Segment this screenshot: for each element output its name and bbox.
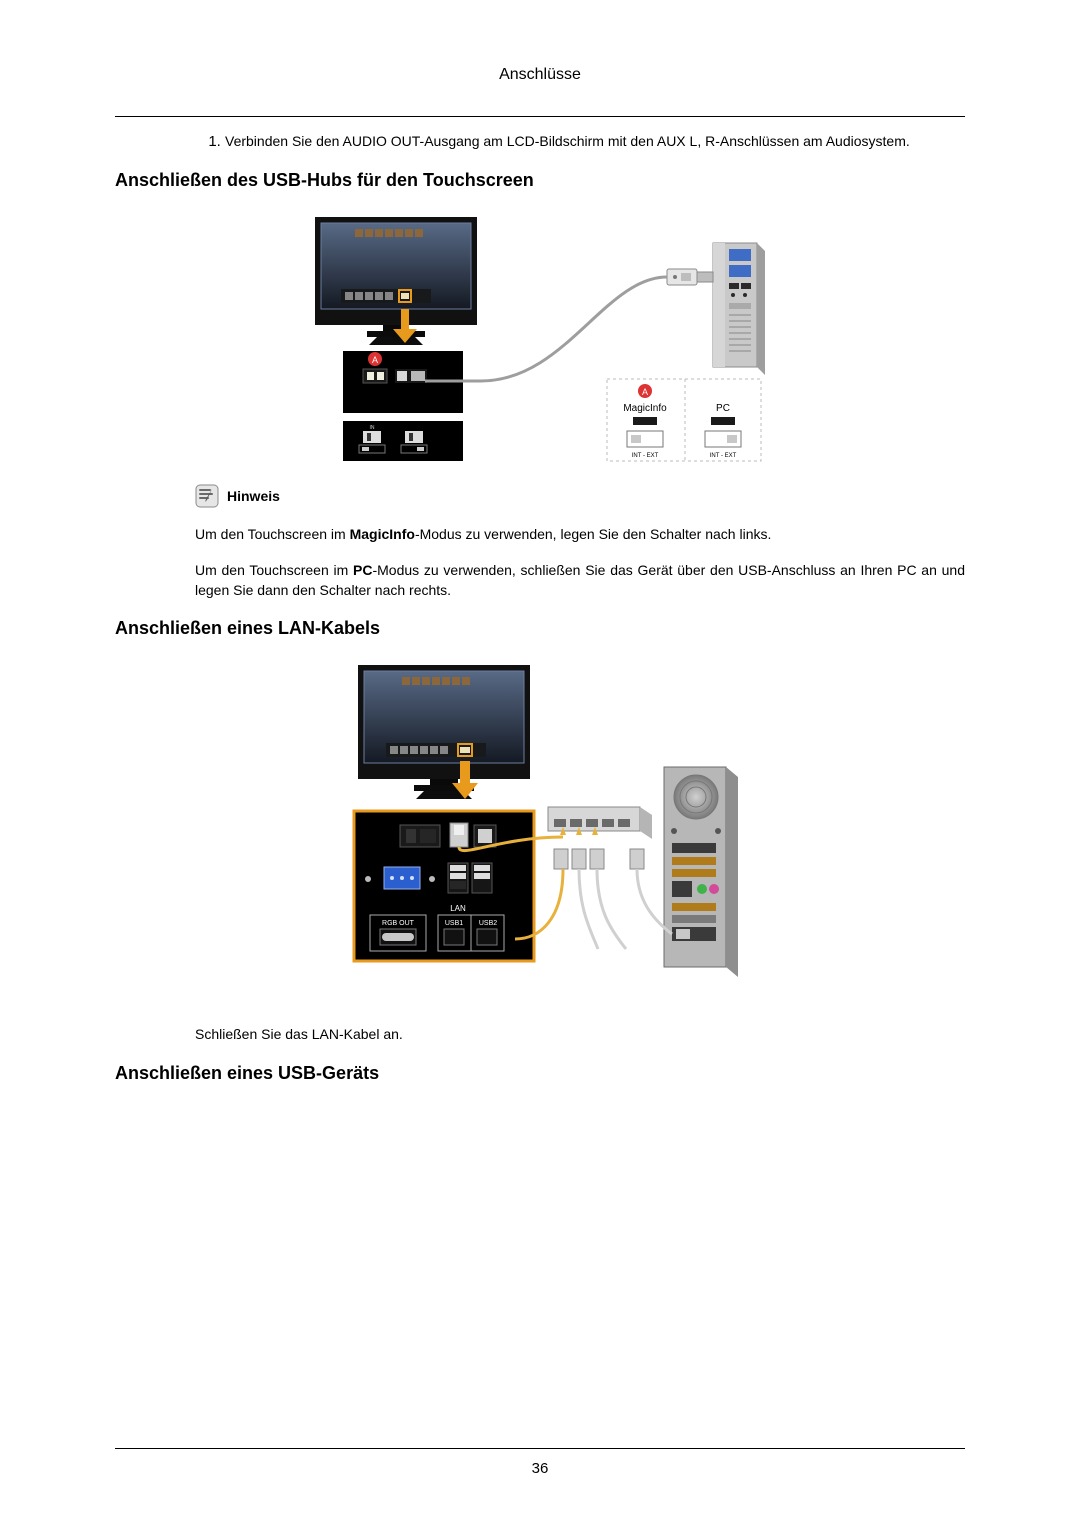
svg-text:PC: PC [716, 403, 730, 414]
diagram-usb-hub: A IN [305, 211, 775, 467]
note-row: Hinweis [195, 484, 965, 508]
port-panel-icon: LAN USB1 USB2 RGB OUT [354, 811, 534, 961]
diagram-lan: LAN USB1 USB2 RGB OUT [340, 659, 740, 1009]
switch-detail-icon: IN [343, 421, 463, 461]
rj45-plugs-icon [554, 849, 644, 869]
paragraph: Um den Touchscreen im PC-Modus zu verwen… [195, 560, 965, 601]
network-switch-icon [548, 807, 652, 839]
section-heading: Anschließen eines USB-Geräts [115, 1063, 965, 1084]
pc-back-icon [664, 767, 738, 977]
svg-text:A: A [642, 387, 648, 397]
note-icon [195, 484, 219, 508]
svg-text:MagicInfo: MagicInfo [623, 403, 667, 414]
svg-text:IN: IN [370, 425, 375, 431]
page: Anschlüsse Verbinden Sie den AUDIO OUT-A… [0, 0, 1080, 1527]
section-heading: Anschließen des USB-Hubs für den Touchsc… [115, 170, 965, 191]
figure-lan: LAN USB1 USB2 RGB OUT [340, 659, 740, 1012]
rule-bottom [115, 1448, 965, 1449]
svg-text:A: A [372, 355, 378, 365]
caption: Schließen Sie das LAN-Kabel an. [195, 1024, 965, 1044]
paragraph: Um den Touchscreen im MagicInfo-Modus zu… [195, 524, 965, 544]
pc-tower-icon [713, 243, 765, 375]
note-block: Hinweis Um den Touchscreen im MagicInfo-… [195, 484, 965, 601]
rule-top [115, 116, 965, 117]
options-box-icon: A MagicInfo PC INT - EXT INT - EXT [607, 379, 761, 461]
figure-usb-hub: A IN [305, 211, 775, 470]
section-heading: Anschließen eines LAN-Kabels [115, 618, 965, 639]
svg-text:INT - EXT: INT - EXT [632, 453, 659, 459]
lcd-monitor-icon [358, 665, 530, 799]
svg-text:USB2: USB2 [479, 920, 497, 927]
note-label: Hinweis [227, 488, 280, 504]
page-number: 36 [0, 1460, 1080, 1477]
svg-text:USB1: USB1 [445, 920, 463, 927]
svg-text:RGB OUT: RGB OUT [382, 920, 415, 927]
lcd-monitor-icon [315, 217, 477, 345]
svg-text:INT - EXT: INT - EXT [710, 453, 737, 459]
list-item: Verbinden Sie den AUDIO OUT-Ausgang am L… [225, 131, 965, 152]
numbered-list: Verbinden Sie den AUDIO OUT-Ausgang am L… [185, 131, 965, 152]
running-head: Anschlüsse [115, 66, 965, 84]
list-text: Verbinden Sie den AUDIO OUT-Ausgang am L… [225, 133, 910, 149]
caption-block: Schließen Sie das LAN-Kabel an. [195, 1024, 965, 1044]
svg-text:LAN: LAN [450, 904, 466, 913]
